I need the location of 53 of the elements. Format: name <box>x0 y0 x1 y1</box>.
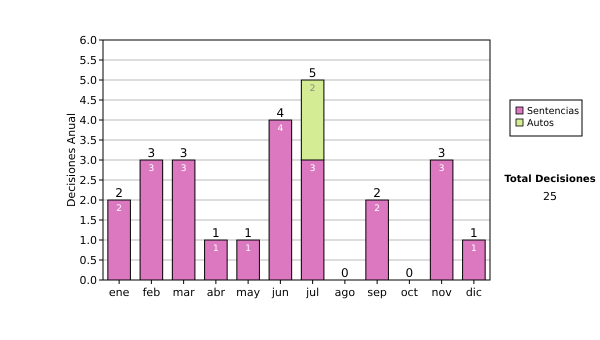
total-label: 2 <box>373 186 381 200</box>
total-label: 0 <box>406 266 414 280</box>
data-label: 4 <box>278 124 284 134</box>
text: 25 <box>543 190 557 203</box>
text: 5.0 <box>80 74 97 87</box>
y-axis-title: Decisiones Anual <box>65 112 78 208</box>
text: 1.0 <box>80 234 97 247</box>
x-tick-label: ago <box>334 286 356 299</box>
total-label: 4 <box>276 106 284 120</box>
data-label: 3 <box>310 164 316 174</box>
data-label: 2 <box>116 204 122 214</box>
text: 0.0 <box>80 274 97 287</box>
x-tick-label: may <box>236 286 261 299</box>
text: 3.0 <box>80 154 97 167</box>
text: 2.0 <box>80 194 97 207</box>
total-label: 3 <box>180 146 188 160</box>
text: 3.5 <box>80 134 97 147</box>
x-tick-label: abr <box>206 286 226 299</box>
data-label: 1 <box>245 244 251 254</box>
total-label: 5 <box>308 66 316 80</box>
text: 5.5 <box>80 54 97 67</box>
x-tick-label: jun <box>270 286 289 299</box>
total-label: 2 <box>115 186 123 200</box>
x-tick-label: feb <box>142 286 160 299</box>
x-tick-label: mar <box>172 286 196 299</box>
text: 4.0 <box>80 114 97 127</box>
data-label: 2 <box>374 204 380 214</box>
text: 4.5 <box>80 94 97 107</box>
total-label: 3 <box>438 146 446 160</box>
data-label: 1 <box>213 244 219 254</box>
data-label: 1 <box>471 244 477 254</box>
text: 6.0 <box>80 34 97 47</box>
x-tick-label: ene <box>108 286 130 299</box>
total-label: 1 <box>244 226 252 240</box>
x-tick-label: nov <box>432 286 452 299</box>
legend-label: Autos <box>527 118 554 129</box>
x-tick-label: oct <box>400 286 419 299</box>
data-label: 2 <box>310 84 316 94</box>
text: 2.5 <box>80 174 97 187</box>
data-label: 3 <box>180 164 186 174</box>
x-tick-label: jul <box>305 286 320 299</box>
data-label: 3 <box>148 164 154 174</box>
total-label: 1 <box>470 226 478 240</box>
total-label: 0 <box>341 266 349 280</box>
x-tick-label: sep <box>367 286 387 299</box>
text: Total Decisiones <box>504 174 596 185</box>
data-label: 3 <box>438 164 444 174</box>
legend-label: Sentencias <box>527 106 580 117</box>
text: 1.5 <box>80 214 97 227</box>
x-tick-label: dic <box>466 286 482 299</box>
total-label: 3 <box>148 146 156 160</box>
text: 0.5 <box>80 254 97 267</box>
total-label: 1 <box>212 226 220 240</box>
